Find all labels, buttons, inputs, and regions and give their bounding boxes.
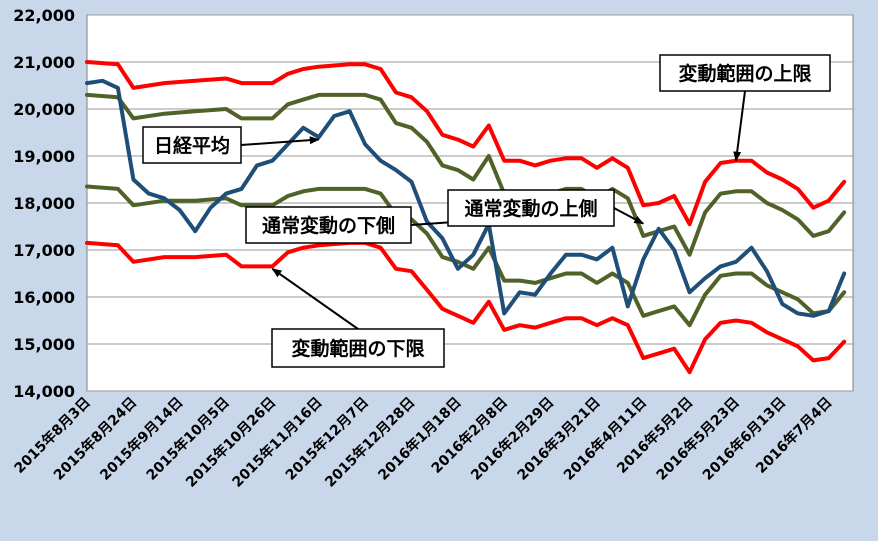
annotation-box (659, 54, 831, 92)
x-tick-label: 2015年10月26日 (182, 394, 279, 491)
x-tick-label: 2015年8月24日 (50, 394, 140, 484)
x-tick-label: 2016年5月23日 (653, 394, 743, 484)
x-tick-label: 2015年9月14日 (97, 394, 187, 484)
y-axis-ticks: 14,000 15,000 16,000 17,000 18,000 19,000 20,0… (13, 6, 75, 401)
y-tick-label: 19,000 (13, 147, 75, 166)
y-tick-label: 20,000 (13, 100, 75, 119)
y-tick-label: 18,000 (13, 194, 75, 213)
x-tick-label: 2015年10月5日 (143, 394, 233, 484)
annotation-arrow (271, 267, 359, 330)
x-tick-label: 2016年2月29日 (467, 394, 557, 484)
series-nikkei-line (85, 78, 847, 318)
annotation-label: 通常変動の上側 (464, 197, 597, 220)
annotation-box (447, 189, 615, 227)
x-tick-label: 2015年12月7日 (282, 394, 372, 484)
y-tick-label: 16,000 (13, 288, 75, 307)
y-tick-label: 21,000 (13, 53, 75, 72)
y-tick-label: 17,000 (13, 241, 75, 260)
x-tick-label: 2016年3月21日 (514, 394, 604, 484)
annotation-label: 変動範囲の下限 (291, 337, 424, 360)
annotation-arrow (613, 207, 645, 225)
annotation-label: 通常変動の下側 (262, 214, 395, 237)
annotation-box (271, 328, 445, 368)
x-tick-label: 2016年1月18日 (375, 394, 465, 484)
y-tick-label: 15,000 (13, 335, 75, 354)
annotation-arrow (733, 90, 746, 162)
annotation-label: 変動範囲の上限 (678, 62, 811, 85)
x-tick-label: 2015年12月28日 (322, 394, 419, 491)
series-normal_lower-line (85, 184, 847, 328)
series-lower_limit-line (85, 240, 847, 375)
x-tick-label: 2015年11月16日 (229, 394, 326, 491)
x-tick-label: 2016年6月13日 (699, 394, 789, 484)
annotation-label: 日経平均 (154, 134, 230, 157)
y-tick-label: 22,000 (13, 6, 75, 25)
gridlines (87, 14, 853, 392)
y-tick-label: 14,000 (13, 382, 75, 401)
annotation-arrow (240, 136, 320, 146)
x-axis-ticks: 2015年8月3日2015年8月24日2015年9月14日2015年10月5日2… (11, 394, 836, 491)
annotation-box (245, 206, 412, 244)
annotation-box (142, 126, 242, 164)
x-tick-label: 2016年4月11日 (560, 394, 650, 484)
